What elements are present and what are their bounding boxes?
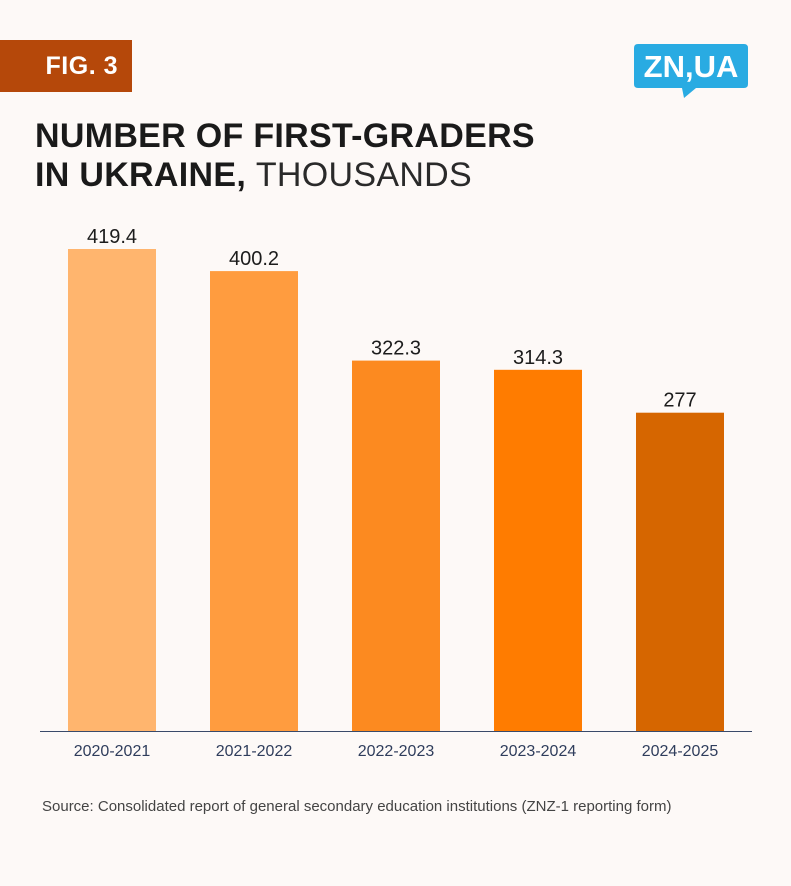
value-label-2024-2025: 277 [663, 390, 696, 412]
bar-2020-2021 [68, 249, 156, 731]
logo-text: ZN,UA [644, 49, 739, 84]
value-label-2020-2021: 419.4 [87, 226, 137, 248]
x-tick-label-2023-2024: 2023-2024 [500, 743, 577, 760]
x-tick-label-2024-2025: 2024-2025 [642, 743, 719, 760]
bar-2021-2022 [210, 271, 298, 731]
source-note: Source: Consolidated report of general s… [42, 798, 672, 815]
title-line-2-bold: IN UKRAINE, [35, 156, 247, 194]
x-tick-label-2022-2023: 2022-2023 [358, 743, 435, 760]
value-label-group: 419.4 400.2 322.3 314.3 277 [87, 226, 697, 412]
bar-2024-2025 [636, 412, 724, 731]
x-tick-label-2020-2021: 2020-2021 [74, 743, 151, 760]
title-line-2-units: THOUSANDS [255, 156, 473, 194]
zn-ua-logo-icon: ZN,UA [634, 44, 748, 98]
bar-2023-2024 [494, 369, 582, 731]
title-line-1: NUMBER OF FIRST-GRADERS [35, 117, 535, 155]
chart-title: NUMBER OF FIRST-GRADERS IN UKRAINE, THOU… [35, 117, 535, 195]
bar-2022-2023 [352, 360, 440, 731]
figure-number-badge: FIG. 3 [0, 40, 132, 92]
bar-group [68, 249, 724, 731]
x-tick-label-group: 2020-2021 2021-2022 2022-2023 2023-2024 2024… [74, 743, 719, 760]
value-label-2022-2023: 322.3 [371, 338, 421, 360]
value-label-2021-2022: 400.2 [229, 248, 279, 270]
x-tick-label-2021-2022: 2021-2022 [216, 743, 293, 760]
value-label-2023-2024: 314.3 [513, 347, 563, 369]
